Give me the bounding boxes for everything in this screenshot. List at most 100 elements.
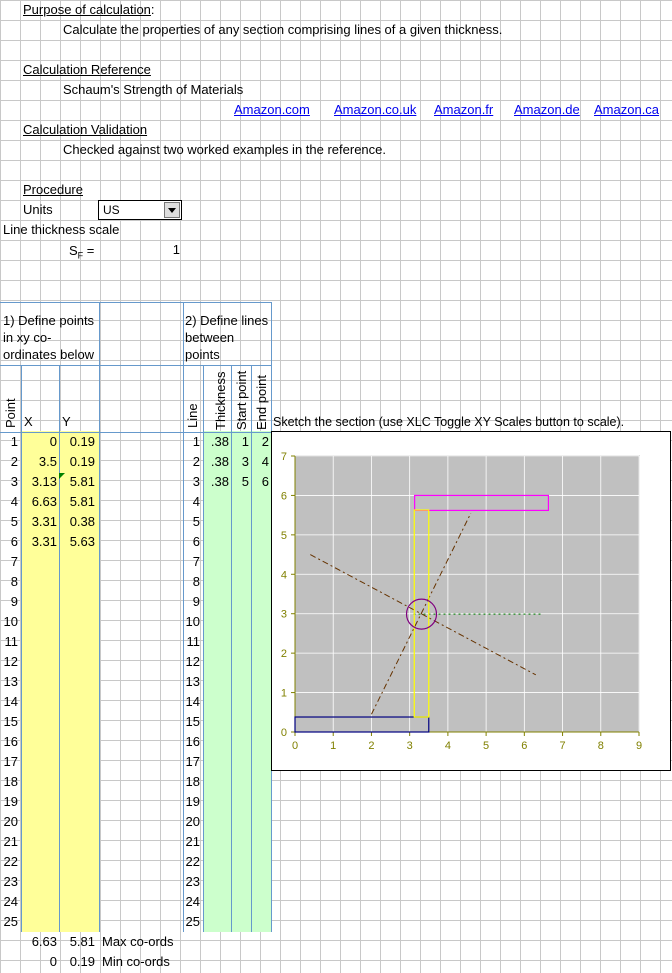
header-end-point: End point xyxy=(254,375,269,430)
col-border xyxy=(99,302,100,932)
line-number: 10 xyxy=(185,614,200,629)
header-line: Line xyxy=(185,403,200,428)
point-y-cell[interactable]: 5.63 xyxy=(69,534,95,549)
step1-line3: ordinates below xyxy=(3,347,95,362)
point-number: 8 xyxy=(10,574,18,589)
table-top-border xyxy=(0,302,271,303)
max-y: 5.81 xyxy=(69,934,95,949)
link-amazon-com[interactable]: Amazon.com xyxy=(234,102,310,117)
x-tick-label: 9 xyxy=(636,740,642,752)
sf-label: SF = xyxy=(69,243,95,261)
y-tick-label: 5 xyxy=(281,530,287,542)
line-number: 13 xyxy=(185,674,200,689)
line-thickness-cell[interactable]: .38 xyxy=(210,434,229,449)
y-tick-label: 7 xyxy=(281,451,287,463)
link-amazon-fr[interactable]: Amazon.fr xyxy=(434,102,494,117)
section-sketch-chart[interactable]: 0 1 2 3 4 5 6 7 8 9 0 1 2 3 4 5 6 7 xyxy=(271,431,671,771)
link-amazon-ca[interactable]: Amazon.ca xyxy=(594,102,660,117)
x-tick-label: 7 xyxy=(559,740,565,752)
line-number: 11 xyxy=(186,634,201,649)
line-number: 1 xyxy=(192,434,200,449)
point-number: 20 xyxy=(3,814,18,829)
point-number: 9 xyxy=(10,594,18,609)
line-start-cell[interactable]: 3 xyxy=(241,454,249,469)
reference-label: Calculation Reference xyxy=(23,62,151,77)
line-number: 9 xyxy=(192,594,200,609)
line-number: 16 xyxy=(185,734,200,749)
line-number: 14 xyxy=(185,694,200,709)
point-x-cell[interactable]: 6.63 xyxy=(31,494,57,509)
plot-area xyxy=(294,455,640,733)
units-label: Units xyxy=(23,202,53,217)
point-x-cell[interactable]: 3.31 xyxy=(31,534,57,549)
point-number: 2 xyxy=(10,454,18,469)
table-header-bottom-border xyxy=(0,432,271,433)
line-number: 21 xyxy=(185,834,200,849)
point-number: 15 xyxy=(3,714,18,729)
min-x: 0 xyxy=(49,954,57,969)
sketch-caption: Sketch the section (use XLC Toggle XY Sc… xyxy=(273,415,625,429)
validation-text: Checked against two worked examples in t… xyxy=(63,142,387,157)
line-number: 12 xyxy=(185,654,200,669)
link-amazon-co-uk[interactable]: Amazon.co.uk xyxy=(334,102,417,117)
comment-marker-icon xyxy=(59,473,65,479)
sf-value[interactable]: 1 xyxy=(172,242,180,257)
x-tick-label: 8 xyxy=(598,740,604,752)
line-number: 3 xyxy=(192,474,200,489)
x-tick-label: 0 xyxy=(292,740,298,752)
section-line-rect xyxy=(413,509,430,718)
point-number: 25 xyxy=(3,914,18,929)
line-number: 8 xyxy=(192,574,200,589)
y-tick-label: 1 xyxy=(281,688,287,700)
line-start-cell[interactable]: 5 xyxy=(241,474,249,489)
procedure-label: Procedure xyxy=(23,182,83,197)
line-thickness-cell[interactable]: .38 xyxy=(210,454,229,469)
purpose-text: Calculate the properties of any section … xyxy=(63,22,503,37)
x-tick-label: 2 xyxy=(368,740,374,752)
line-number: 19 xyxy=(185,794,200,809)
units-dropdown[interactable]: US xyxy=(98,200,182,220)
point-x-cell[interactable]: 3.5 xyxy=(38,454,57,469)
x-tick-label: 4 xyxy=(445,740,451,752)
point-y-cell[interactable]: 0.19 xyxy=(69,454,95,469)
point-number: 3 xyxy=(10,474,18,489)
line-number: 17 xyxy=(185,754,200,769)
point-number: 23 xyxy=(3,874,18,889)
reference-text: Schaum's Strength of Materials xyxy=(63,82,244,97)
max-x: 6.63 xyxy=(31,934,57,949)
line-scale-label: Line thickness scale xyxy=(3,222,120,237)
y-tick-label: 3 xyxy=(281,609,287,621)
col-border xyxy=(183,302,184,932)
point-number: 16 xyxy=(3,734,18,749)
section-line-rect xyxy=(294,716,430,733)
link-amazon-de[interactable]: Amazon.de xyxy=(514,102,580,117)
col-border xyxy=(59,365,60,932)
point-number: 19 xyxy=(3,794,18,809)
line-end-cell[interactable]: 4 xyxy=(261,454,269,469)
x-tick-label: 1 xyxy=(330,740,336,752)
line-number: 18 xyxy=(185,774,200,789)
point-number: 18 xyxy=(3,774,18,789)
line-end-cell[interactable]: 2 xyxy=(261,434,269,449)
line-number: 4 xyxy=(192,494,200,509)
point-number: 21 xyxy=(3,834,18,849)
point-x-cell[interactable]: 3.31 xyxy=(31,514,57,529)
point-y-cell[interactable]: 0.38 xyxy=(69,514,95,529)
chevron-down-icon[interactable] xyxy=(164,202,180,218)
principal-axis xyxy=(310,554,537,676)
line-start-cell[interactable]: 1 xyxy=(241,434,249,449)
line-thickness-cell[interactable]: .38 xyxy=(210,474,229,489)
x-tick-label: 5 xyxy=(483,740,489,752)
point-y-cell[interactable]: 5.81 xyxy=(69,494,95,509)
point-y-cell[interactable]: 0.19 xyxy=(69,434,95,449)
point-y-cell[interactable]: 5.81 xyxy=(69,474,95,489)
point-x-cell[interactable]: 3.13 xyxy=(31,474,57,489)
min-y: 0.19 xyxy=(69,954,95,969)
point-x-cell[interactable]: 0 xyxy=(49,434,57,449)
point-number: 1 xyxy=(10,434,18,449)
purpose-label: Purpose of calculation: xyxy=(23,2,155,17)
line-end-cell[interactable]: 6 xyxy=(261,474,269,489)
line-number: 22 xyxy=(185,854,200,869)
col-border xyxy=(251,365,252,932)
header-start-point: Start point xyxy=(234,370,249,430)
